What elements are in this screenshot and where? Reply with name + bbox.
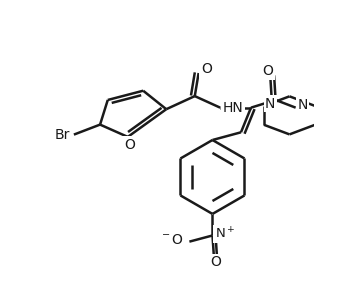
Text: O: O xyxy=(201,62,212,76)
Text: $^-$O: $^-$O xyxy=(159,233,183,247)
Text: Br: Br xyxy=(55,128,70,142)
Text: O: O xyxy=(124,138,135,152)
Text: N: N xyxy=(265,96,275,111)
Text: O: O xyxy=(262,64,273,78)
Text: HN: HN xyxy=(223,101,243,115)
Text: O: O xyxy=(210,255,221,269)
Text: N$^+$: N$^+$ xyxy=(215,226,236,242)
Text: N: N xyxy=(297,98,308,112)
